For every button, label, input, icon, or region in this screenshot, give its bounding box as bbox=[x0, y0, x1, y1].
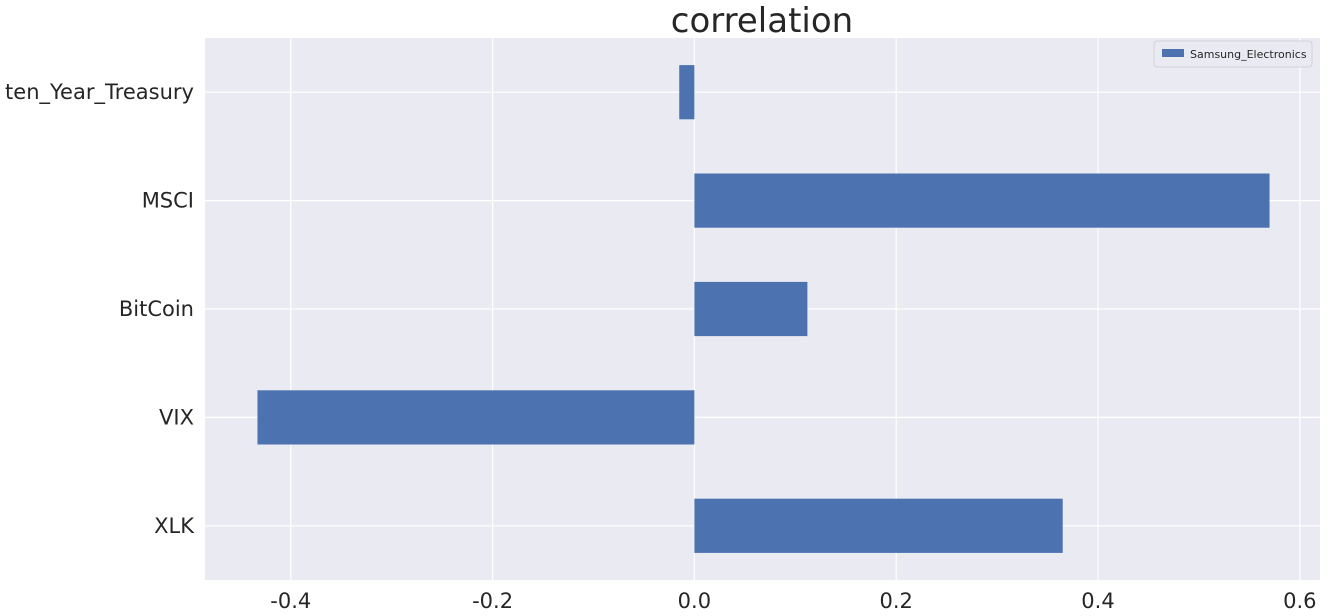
x-tick-label: -0.4 bbox=[270, 589, 311, 613]
x-tick-labels: -0.4 -0.2 0.0 0.2 0.4 0.6 bbox=[270, 589, 1316, 613]
y-tick-labels: XLK VIX BitCoin MSCI ten_Year_Treasury bbox=[5, 80, 195, 538]
chart-title: correlation bbox=[671, 1, 853, 41]
x-tick-label: 0.4 bbox=[1081, 589, 1114, 613]
legend-box bbox=[1153, 40, 1313, 68]
bar-msci bbox=[694, 173, 1270, 228]
y-tick-label: ten_Year_Treasury bbox=[5, 80, 194, 105]
x-tick-label: 0.2 bbox=[879, 589, 912, 613]
y-tick-label: MSCI bbox=[142, 189, 194, 213]
y-tick-label: XLK bbox=[154, 514, 195, 538]
legend: Samsung_Electronics bbox=[1153, 40, 1313, 68]
y-tick-label: BitCoin bbox=[119, 297, 194, 321]
y-tick-label: VIX bbox=[159, 405, 194, 429]
bar-ten-year-treasury bbox=[679, 65, 695, 120]
legend-label: Samsung_Electronics bbox=[1190, 48, 1307, 61]
bars bbox=[257, 65, 1270, 553]
bar-bitcoin bbox=[694, 281, 808, 337]
bar-xlk bbox=[694, 498, 1063, 553]
x-tick-label: -0.2 bbox=[472, 589, 513, 613]
x-tick-label: 0.0 bbox=[678, 589, 711, 613]
x-tick-label: 0.6 bbox=[1283, 589, 1316, 613]
legend-swatch bbox=[1162, 49, 1184, 57]
bar-vix bbox=[257, 390, 695, 445]
